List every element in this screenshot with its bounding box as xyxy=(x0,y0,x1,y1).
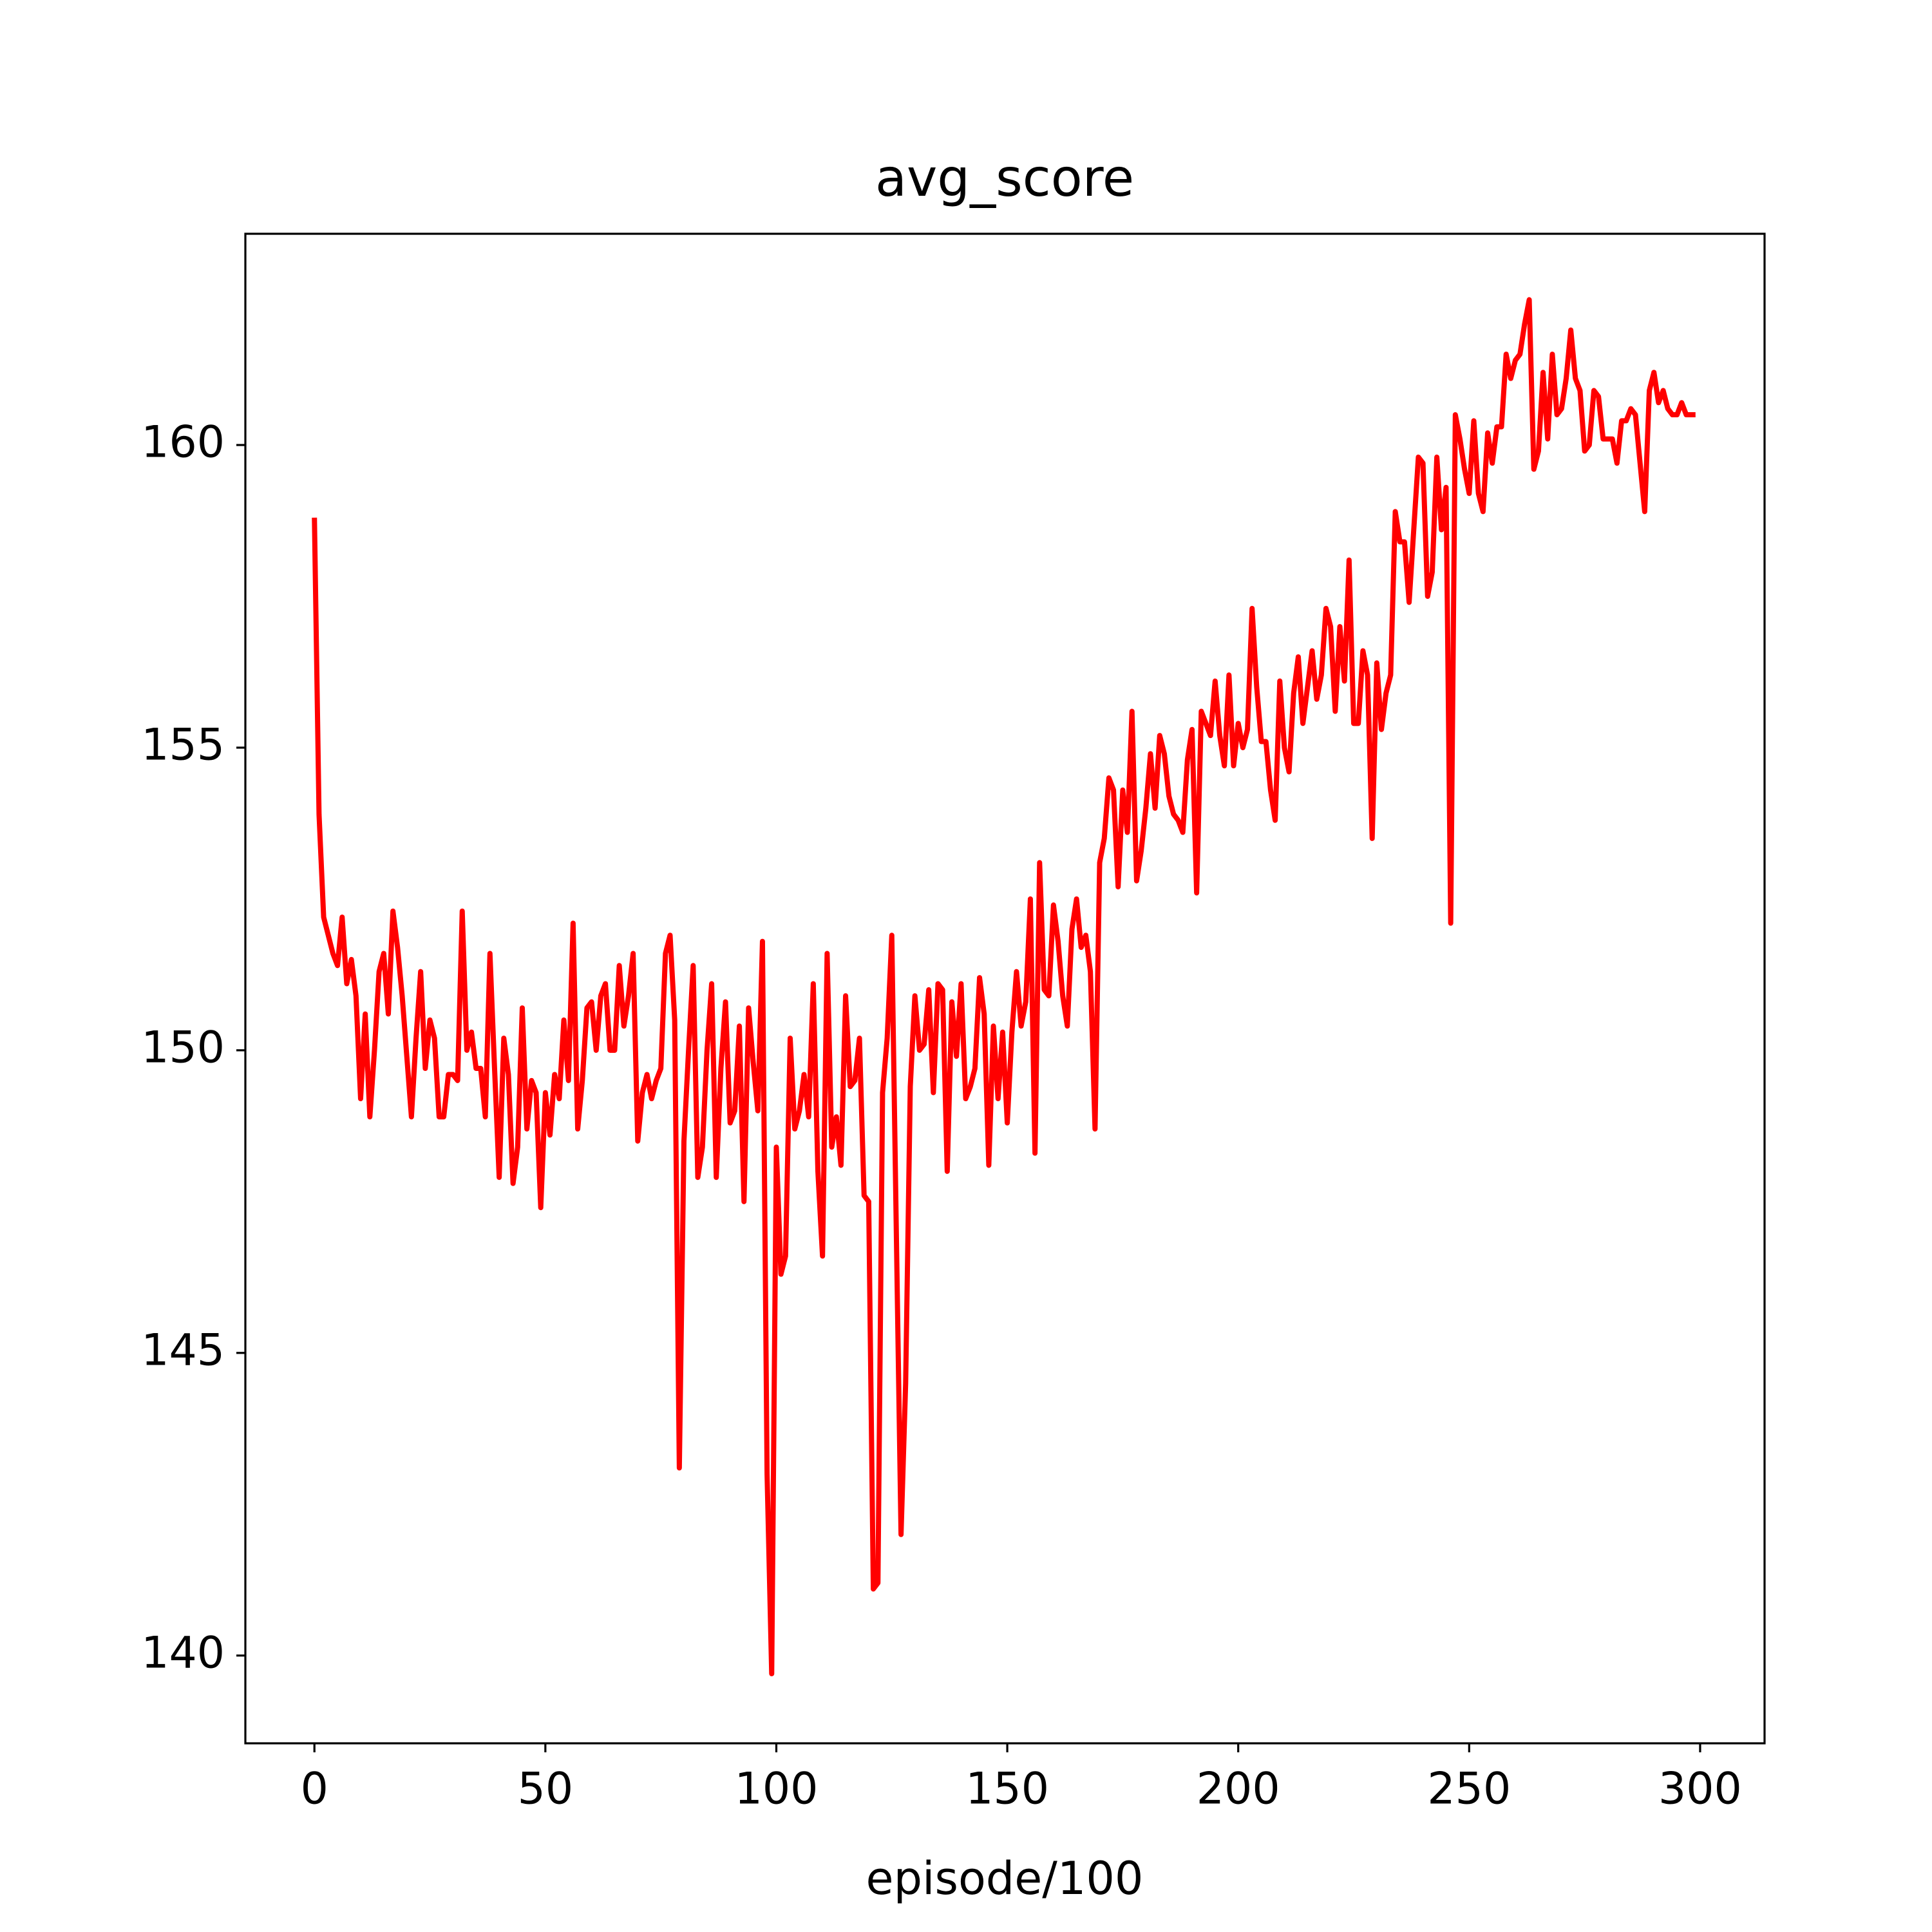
x-tick-label: 300 xyxy=(1658,1764,1742,1815)
plot-frame xyxy=(244,232,1766,1745)
x-tick-label: 100 xyxy=(735,1764,819,1815)
x-tick-label: 250 xyxy=(1427,1764,1511,1815)
y-tick-label: 155 xyxy=(141,719,225,770)
y-tick-label: 140 xyxy=(141,1627,225,1678)
y-tick-label: 150 xyxy=(141,1022,225,1073)
y-tick-label: 160 xyxy=(141,417,225,468)
x-tick-label: 150 xyxy=(965,1764,1049,1815)
chart-title: avg_score xyxy=(875,148,1134,208)
x-tick-label: 0 xyxy=(301,1764,328,1815)
x-tick-label: 50 xyxy=(518,1764,574,1815)
x-tick-label: 200 xyxy=(1197,1764,1280,1815)
y-tick-label: 145 xyxy=(141,1325,225,1376)
data-line xyxy=(312,297,1696,1676)
x-axis-label: episode/100 xyxy=(866,1852,1144,1905)
